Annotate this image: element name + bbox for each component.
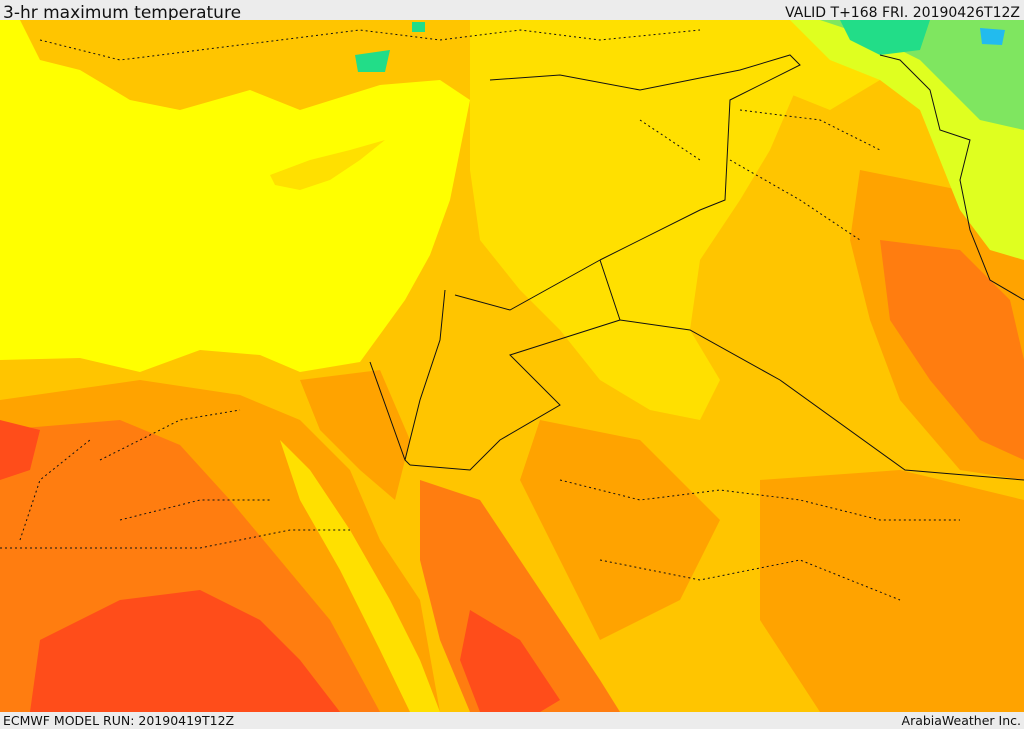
map-title: 3-hr maximum temperature	[3, 3, 242, 23]
mediterranean-sea	[0, 20, 470, 372]
cooler-zone-turkey	[820, 20, 1024, 130]
province-lines-saudi	[559, 479, 960, 601]
border-saudi-iraq	[619, 319, 1024, 481]
internal-borders	[0, 29, 960, 601]
coldest-zone-peak	[980, 28, 1005, 45]
header-bar: 3-hr maximum temperature VALID T+168 FRI…	[0, 0, 1024, 23]
extreme-zone-west	[0, 420, 40, 480]
border-syria-iraq	[489, 54, 801, 261]
very-hot-zone-iraq	[880, 240, 1024, 460]
red-sea	[280, 440, 440, 712]
hot-zone-central	[520, 420, 720, 640]
valid-time: VALID T+168 FRI. 20190426T12Z	[785, 5, 1020, 21]
border-iraq-iran	[879, 54, 1024, 301]
cold-spot-turkey	[355, 50, 390, 72]
province-lines-iraq	[639, 109, 881, 241]
credit-label: ArabiaWeather Inc.	[901, 713, 1021, 728]
border-israel-jordan	[404, 289, 446, 461]
hot-zone-sinai	[300, 370, 410, 500]
hot-zone-east	[760, 470, 1024, 712]
country-borders	[369, 54, 1024, 481]
cold-spot-turkey-2	[412, 22, 425, 32]
temperature-map	[0, 20, 1024, 712]
extreme-zone-hejaz	[460, 610, 560, 712]
model-run: ECMWF MODEL RUN: 20190419T12Z	[3, 713, 235, 728]
cold-zone-mountains	[840, 20, 930, 55]
border-egypt-libya	[19, 439, 91, 541]
extreme-zone-nile	[30, 590, 340, 712]
cyprus	[270, 140, 385, 190]
footer-bar: ECMWF MODEL RUN: 20190419T12Z ArabiaWeat…	[0, 712, 1024, 729]
border-egypt-sudan	[0, 529, 350, 549]
mild-zone-syria	[500, 60, 640, 200]
